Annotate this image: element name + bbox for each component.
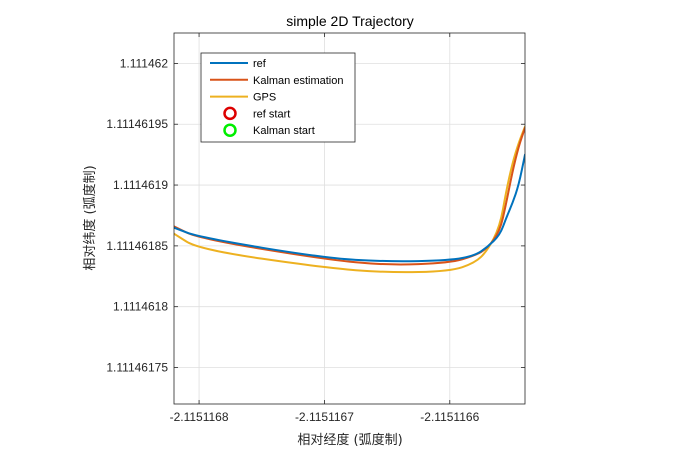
x-axis-title: 相对经度 (弧度制) bbox=[297, 432, 402, 448]
y-tick-label: 1.11146175 bbox=[106, 361, 168, 375]
series-line-gps bbox=[174, 125, 525, 274]
x-tick-label: -2.1151168 bbox=[170, 410, 229, 424]
legend-label-ref: ref bbox=[253, 58, 267, 70]
y-tick-label: 1.1114619 bbox=[113, 178, 168, 192]
ticks bbox=[174, 33, 525, 404]
series-line-ref bbox=[174, 153, 525, 263]
x-tick-label: -2.1151167 bbox=[295, 410, 354, 424]
tick-labels: -2.1151168 -2.1151167 -2.1151166 1.11146175… bbox=[106, 56, 479, 424]
legend-label-ref-start: ref start bbox=[253, 108, 290, 120]
series-layer bbox=[174, 125, 525, 274]
legend-marker-ref-start bbox=[223, 106, 237, 121]
x-tick-label: -2.1151166 bbox=[420, 410, 479, 424]
chart-title: simple 2D Trajectory bbox=[286, 13, 414, 29]
y-tick-label: 1.11146195 bbox=[106, 117, 168, 131]
legend-label-gps: GPS bbox=[253, 92, 276, 104]
plot-frame bbox=[173, 32, 526, 405]
y-tick-label: 1.1114618 bbox=[113, 300, 168, 314]
legend-label-kalman-estimation: Kalman estimation bbox=[253, 75, 344, 87]
legend-label-kalman-start: Kalman start bbox=[253, 125, 315, 137]
legend-marker-kalman-start bbox=[223, 123, 237, 137]
y-axis-title: 相对纬度 (弧度制) bbox=[82, 165, 98, 270]
y-tick-label: 1.11146185 bbox=[106, 239, 168, 253]
y-tick-label: 1.111462 bbox=[120, 56, 169, 70]
legend: ref Kalman estimation GPS ref start Kalman s… bbox=[200, 52, 356, 143]
